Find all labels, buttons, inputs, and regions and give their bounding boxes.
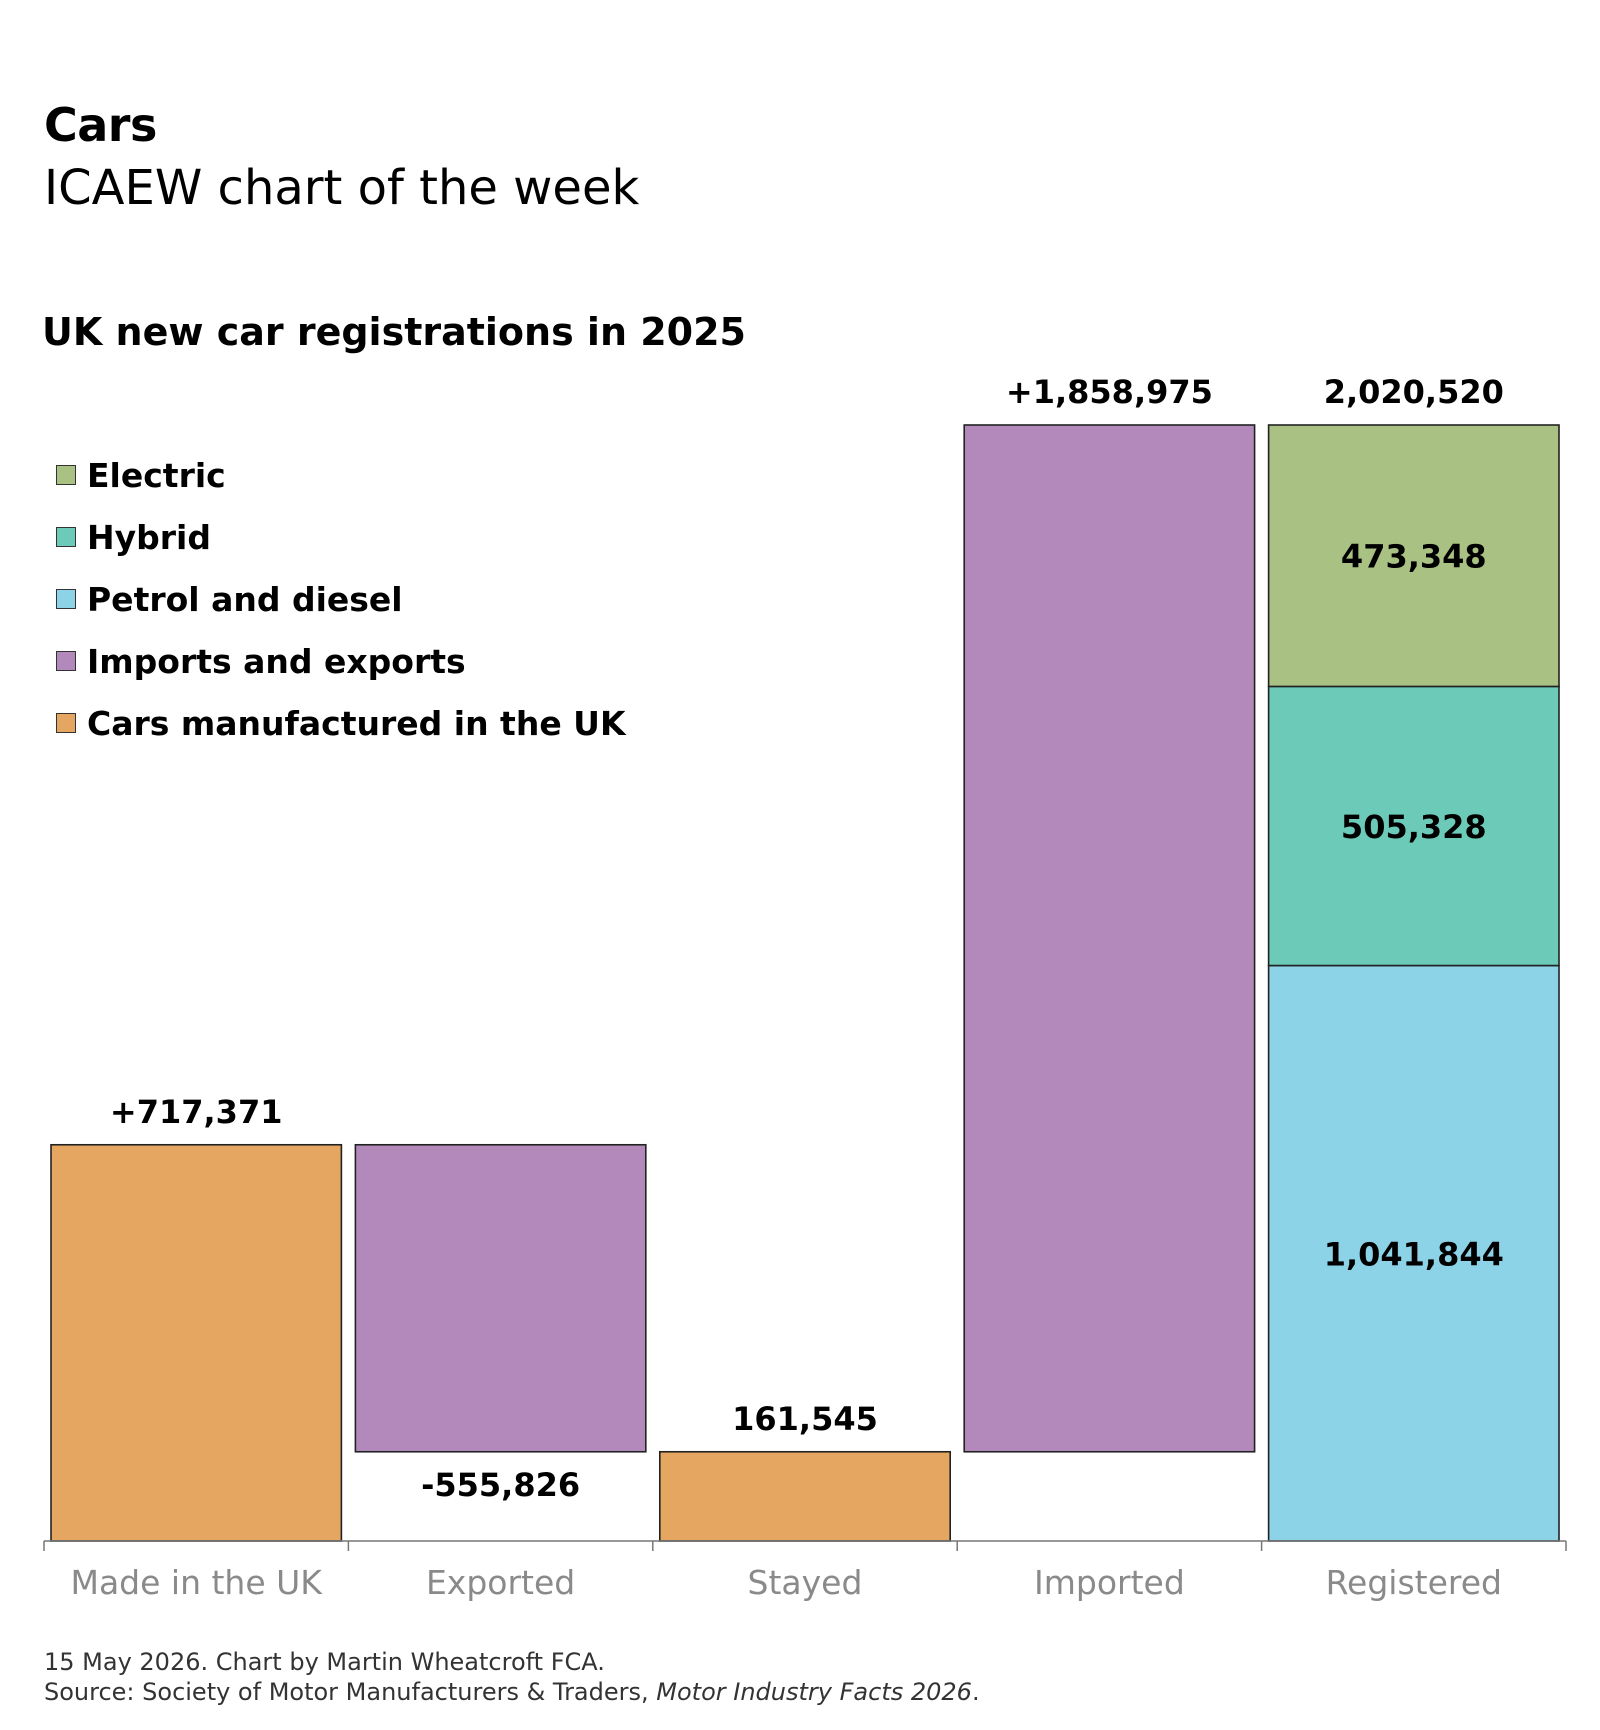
bar-value-label: +717,371 [110,1093,283,1131]
x-tick-label: Imported [1034,1563,1185,1602]
bar-segment [1267,424,1560,688]
chart-title: UK new car registrations in 2025 [42,310,747,354]
bar-segment [1267,685,1560,967]
bar-value-label: +1,858,975 [1006,373,1213,411]
legend-label: Petrol and diesel [87,579,403,619]
footer-source-suffix: . [971,1678,980,1706]
legend-swatch [56,527,76,547]
segment-value-label: 1,041,844 [1324,1235,1504,1273]
bar-segment [354,1143,647,1453]
bar-segment [50,1143,343,1542]
legend-label: Hybrid [87,517,211,557]
legend-label: Cars manufactured in the UK [87,703,626,743]
legend-label: Imports and exports [87,641,466,681]
bar-segment [658,1450,951,1542]
legend-swatch [56,713,76,733]
x-tick-label: Exported [426,1563,575,1602]
chart-footer: 15 May 2026. Chart by Martin Wheatcroft … [44,1647,980,1707]
footer-source-prefix: Source: Society of Motor Manufacturers &… [44,1678,657,1706]
segment-value-label: 473,348 [1341,538,1487,576]
header-subtitle: ICAEW chart of the week [44,160,640,216]
legend-label: Electric [87,455,226,495]
segment-value-label: 505,328 [1341,808,1487,846]
chart-legend: Electric Hybrid Petrol and diesel Imports a… [56,444,626,754]
header-title: Cars [44,98,157,152]
bar-value-label: 161,545 [732,1400,878,1438]
footer-source-title: Motor Industry Facts 2026 [656,1678,972,1706]
x-tick-label: Made in the UK [70,1563,323,1602]
bar-segment [963,424,1256,1453]
legend-item: Petrol and diesel [56,568,626,630]
x-tick-label: Registered [1326,1563,1502,1602]
bar-value-label: -555,826 [421,1466,580,1504]
legend-item: Cars manufactured in the UK [56,692,626,754]
bar-value-label: 2,020,520 [1324,373,1504,411]
legend-swatch [56,589,76,609]
x-tick-label: Stayed [748,1563,863,1602]
legend-item: Hybrid [56,506,626,568]
legend-swatch [56,465,76,485]
legend-swatch [56,651,76,671]
bar-segment [1267,964,1560,1542]
footer-source: Source: Society of Motor Manufacturers &… [44,1677,980,1707]
legend-item: Electric [56,444,626,506]
legend-item: Imports and exports [56,630,626,692]
footer-credit: 15 May 2026. Chart by Martin Wheatcroft … [44,1648,605,1676]
